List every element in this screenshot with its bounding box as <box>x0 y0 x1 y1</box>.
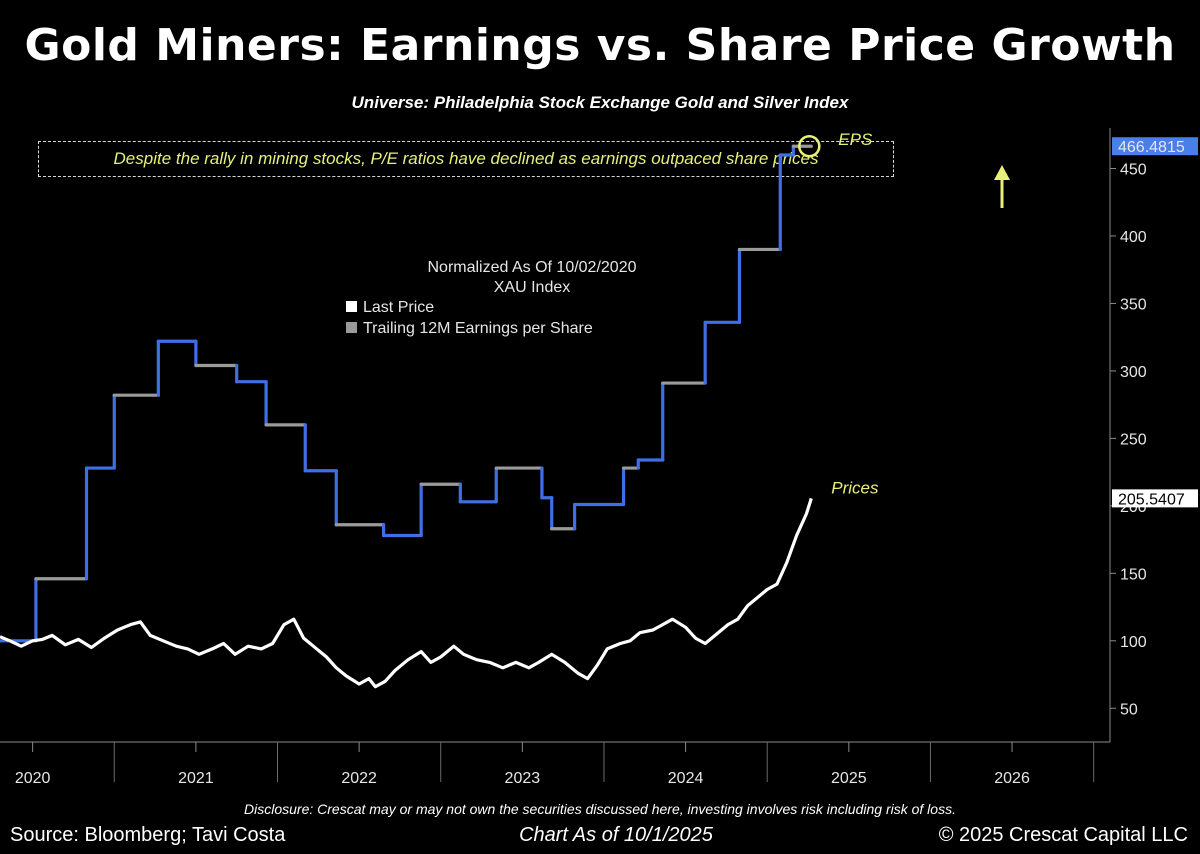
price-last-value-tag <box>1112 489 1198 508</box>
disclosure-text: Disclosure: Crescat may or may not own t… <box>244 801 956 817</box>
y-tick-label: 50 <box>1120 701 1138 718</box>
price-series <box>0 497 813 689</box>
price-last-value: 205.5407 <box>1118 491 1185 508</box>
eps-last-value: 466.4815 <box>1118 139 1185 156</box>
eps-highlight-circle <box>798 134 821 158</box>
legend-swatch <box>346 301 357 312</box>
x-tick-label: 2024 <box>668 770 704 787</box>
copyright-text: © 2025 Crescat Capital LLC <box>938 824 1188 846</box>
x-tick-label: 2022 <box>341 770 377 787</box>
y-tick-label: 150 <box>1120 566 1147 583</box>
normalization-note: Normalized As Of 10/02/2020 <box>427 259 636 276</box>
x-tick-label: 2020 <box>15 770 51 787</box>
price-line <box>0 497 813 689</box>
page-title: Gold Miners: Earnings vs. Share Price Gr… <box>24 20 1176 71</box>
chart-subtitle: Universe: Philadelphia Stock Exchange Go… <box>351 93 849 112</box>
x-tick-label: 2026 <box>994 770 1030 787</box>
y-tick-label: 250 <box>1120 431 1147 448</box>
x-tick-label: 2021 <box>178 770 214 787</box>
source-text: Source: Bloomberg; Tavi Costa <box>10 824 286 846</box>
chart-annotations: Normalized As Of 10/02/2020 XAU Index Last… <box>346 130 1198 508</box>
x-tick-label: 2023 <box>505 770 541 787</box>
callout-box: Despite the rally in mining stocks, P/E … <box>38 141 894 177</box>
chart-axes: 5010015020025030035040045020202021202220… <box>0 128 1147 787</box>
up-arrow-icon <box>994 165 1010 180</box>
y-tick-label: 450 <box>1120 161 1147 178</box>
legend-label: Trailing 12M Earnings per Share <box>363 320 593 337</box>
y-tick-label: 100 <box>1120 634 1147 651</box>
y-tick-label: 300 <box>1120 364 1147 381</box>
eps-series <box>0 144 813 643</box>
index-name: XAU Index <box>494 279 570 296</box>
y-tick-label: 400 <box>1120 229 1147 246</box>
legend-label: Last Price <box>363 299 434 316</box>
prices-label: Prices <box>831 478 879 497</box>
chart-date-text: Chart As of 10/1/2025 <box>519 824 713 846</box>
eps-last-value-tag <box>1112 137 1198 156</box>
eps-label: EPS <box>838 130 873 149</box>
y-tick-label: 350 <box>1120 296 1147 313</box>
legend-swatch <box>346 322 357 333</box>
x-tick-label: 2025 <box>831 770 867 787</box>
